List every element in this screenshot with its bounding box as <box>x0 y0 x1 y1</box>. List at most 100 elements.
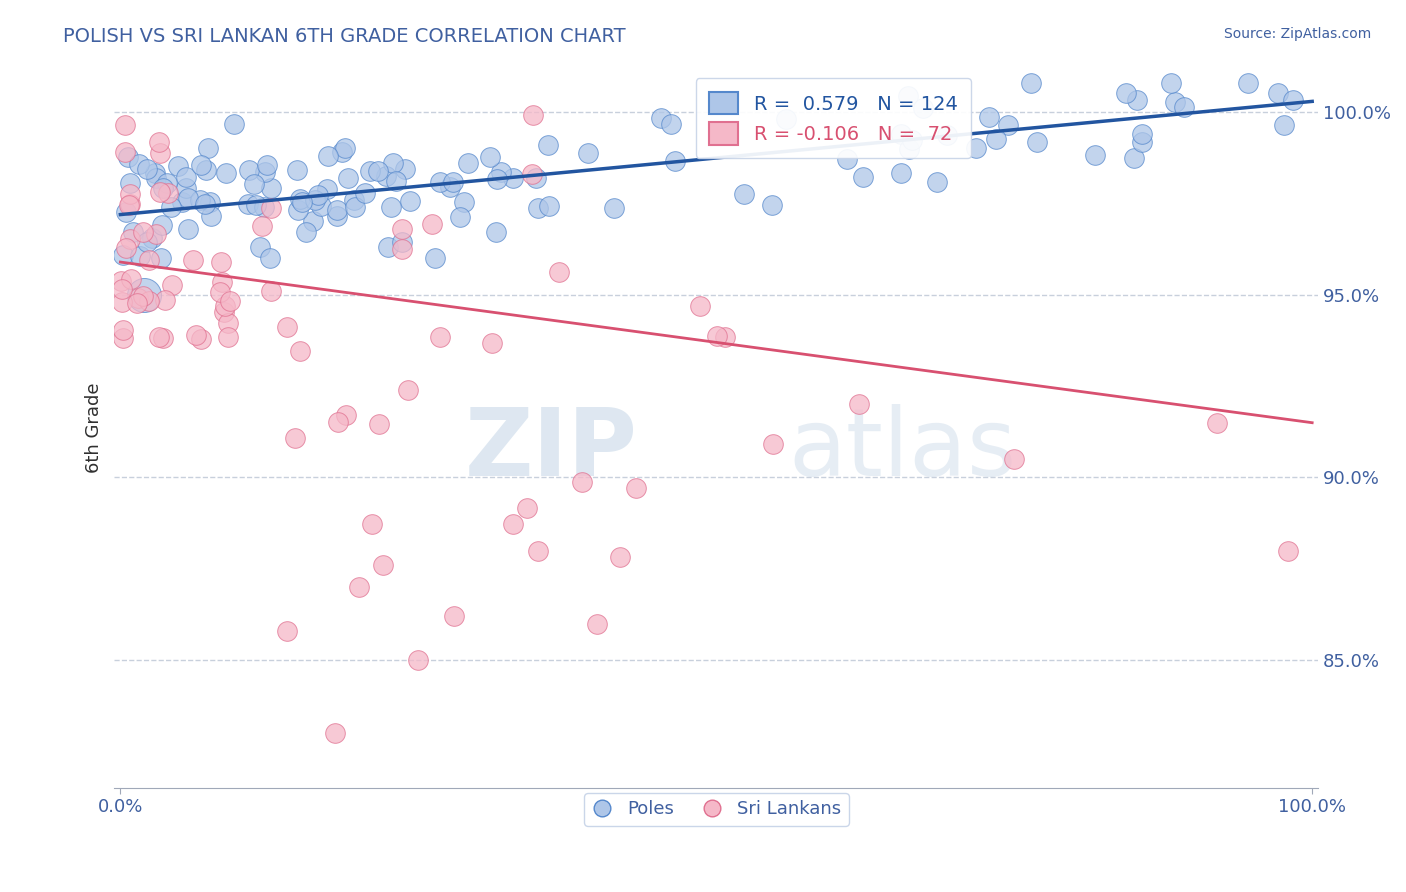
Point <box>1026 136 1049 150</box>
Point <box>302 214 325 228</box>
Point <box>184 327 207 342</box>
Point <box>118 197 141 211</box>
Text: atlas: atlas <box>789 404 1017 496</box>
Point <box>259 252 281 266</box>
Point <box>111 294 134 309</box>
Point <box>260 284 283 298</box>
Point <box>371 558 394 573</box>
Point <box>194 197 217 211</box>
Point <box>155 293 177 308</box>
Point <box>152 219 174 233</box>
Point <box>571 475 593 489</box>
Point <box>316 181 339 195</box>
Point <box>429 330 451 344</box>
Point <box>927 175 949 189</box>
Point <box>1130 127 1153 141</box>
Point <box>1160 76 1182 90</box>
Point <box>394 161 416 176</box>
Point <box>439 180 461 194</box>
Point <box>516 501 538 516</box>
Point <box>198 195 221 210</box>
Point <box>898 142 921 156</box>
Point <box>479 150 502 164</box>
Point <box>141 230 163 244</box>
Point <box>1130 135 1153 149</box>
Point <box>323 726 346 740</box>
Point <box>398 194 420 208</box>
Point <box>965 140 987 154</box>
Point <box>160 200 183 214</box>
Point <box>111 248 134 262</box>
Point <box>522 108 544 122</box>
Point <box>149 186 172 200</box>
Point <box>336 171 359 186</box>
Point <box>491 165 513 179</box>
Point <box>131 226 153 240</box>
Point <box>1173 99 1195 113</box>
Point <box>457 156 479 170</box>
Point <box>689 299 711 313</box>
Point <box>174 170 197 185</box>
Point <box>177 222 200 236</box>
Point <box>1272 118 1295 132</box>
Point <box>120 272 142 286</box>
Point <box>391 243 413 257</box>
Point <box>332 145 354 159</box>
Point <box>120 187 142 202</box>
Point <box>527 201 550 215</box>
Point <box>1126 93 1149 107</box>
Point <box>486 171 509 186</box>
Point <box>524 170 547 185</box>
Point <box>170 195 193 210</box>
Point <box>1002 452 1025 467</box>
Point <box>224 117 246 131</box>
Point <box>287 202 309 217</box>
Point <box>733 186 755 201</box>
Point <box>288 192 311 206</box>
Point <box>304 193 326 207</box>
Point <box>284 431 307 445</box>
Point <box>603 201 626 215</box>
Point <box>134 288 156 302</box>
Point <box>901 133 924 147</box>
Point <box>359 164 381 178</box>
Point <box>420 218 443 232</box>
Point <box>935 128 957 142</box>
Point <box>122 225 145 239</box>
Point <box>576 145 599 160</box>
Point <box>912 101 935 115</box>
Point <box>453 195 475 210</box>
Point <box>291 194 314 209</box>
Point <box>118 176 141 190</box>
Point <box>111 282 134 296</box>
Text: Source: ZipAtlas.com: Source: ZipAtlas.com <box>1223 27 1371 41</box>
Point <box>245 198 267 212</box>
Point <box>276 320 298 334</box>
Point <box>835 153 858 167</box>
Point <box>132 289 155 303</box>
Point <box>485 225 508 239</box>
Point <box>659 117 682 131</box>
Point <box>176 181 198 195</box>
Point <box>156 176 179 190</box>
Point <box>120 231 142 245</box>
Point <box>890 166 912 180</box>
Point <box>195 162 218 177</box>
Point <box>361 516 384 531</box>
Point <box>128 249 150 263</box>
Point <box>183 252 205 267</box>
Point <box>150 252 173 266</box>
Point <box>897 89 920 103</box>
Point <box>214 299 236 313</box>
Point <box>290 344 312 359</box>
Point <box>714 330 737 344</box>
Point <box>761 198 783 212</box>
Point <box>238 162 260 177</box>
Point <box>138 253 160 268</box>
Point <box>520 167 543 181</box>
Point <box>309 199 332 213</box>
Point <box>157 186 180 201</box>
Point <box>997 118 1019 132</box>
Point <box>167 160 190 174</box>
Point <box>217 316 239 330</box>
